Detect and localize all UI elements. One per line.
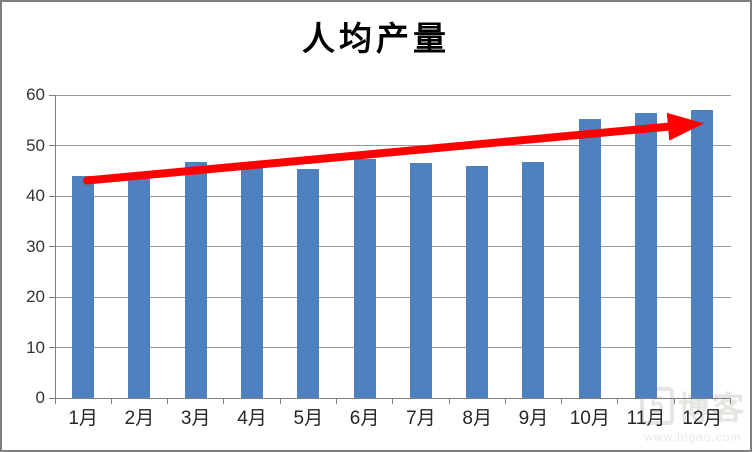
x-axis-tick bbox=[54, 398, 56, 404]
bar bbox=[184, 162, 207, 398]
y-axis-tick-label: 10 bbox=[26, 337, 45, 357]
y-axis-tick bbox=[49, 195, 55, 197]
x-axis-tick-label: 7月 bbox=[406, 408, 436, 429]
y-axis-tick-label: 40 bbox=[26, 186, 45, 205]
x-axis-tick-label: 9月 bbox=[518, 408, 549, 429]
y-axis-tick bbox=[49, 94, 55, 96]
y-axis-tick bbox=[49, 397, 55, 399]
x-axis-tick bbox=[335, 398, 337, 404]
y-axis-tick-label: 50 bbox=[26, 135, 45, 155]
x-axis-tick-label: 4月 bbox=[237, 408, 267, 429]
x-axis-tick-label: 12月 bbox=[682, 408, 723, 429]
gridline bbox=[55, 296, 731, 298]
gridline bbox=[55, 246, 731, 247]
bar bbox=[353, 159, 376, 398]
x-axis-tick-label: 11月 bbox=[626, 408, 666, 429]
x-axis-tick bbox=[223, 398, 225, 404]
watermark-url: www.bigao.com bbox=[644, 430, 742, 444]
x-axis-tick-label: 2月 bbox=[124, 408, 155, 429]
x-axis-tick bbox=[448, 398, 450, 404]
bar bbox=[522, 161, 545, 398]
x-axis-tick-label: 1月 bbox=[68, 408, 98, 429]
gridline bbox=[55, 145, 731, 146]
gridline bbox=[55, 347, 731, 348]
y-axis-tick-label: 0 bbox=[35, 388, 45, 407]
x-axis-tick-label: 5月 bbox=[293, 408, 324, 429]
x-axis-tick bbox=[167, 398, 169, 404]
gridline bbox=[55, 94, 731, 96]
x-axis-tick-label: 8月 bbox=[462, 408, 492, 429]
x-axis-tick-label: 3月 bbox=[180, 408, 211, 429]
bar bbox=[409, 162, 432, 398]
bar bbox=[72, 176, 95, 398]
bar bbox=[128, 173, 151, 398]
y-axis-tick-label: 20 bbox=[26, 287, 45, 306]
x-axis-tick-label: 6月 bbox=[349, 408, 380, 429]
bar bbox=[635, 112, 658, 398]
x-axis-tick bbox=[110, 398, 112, 404]
x-axis-tick bbox=[673, 398, 675, 404]
bar bbox=[578, 119, 601, 398]
y-axis-tick bbox=[49, 347, 55, 348]
chart-title: 人均产量 bbox=[302, 19, 450, 58]
y-axis-tick bbox=[49, 145, 55, 146]
y-axis-tick-label: 60 bbox=[26, 85, 45, 104]
y-axis-tick bbox=[49, 296, 55, 298]
y-axis-tick bbox=[49, 246, 55, 247]
x-axis-tick bbox=[561, 398, 563, 404]
x-axis-tick-label: 10月 bbox=[569, 408, 610, 429]
bar bbox=[241, 167, 264, 398]
bar bbox=[466, 166, 489, 398]
x-axis-tick bbox=[504, 398, 506, 404]
x-axis-tick bbox=[392, 398, 394, 404]
x-axis-tick bbox=[617, 398, 619, 404]
x-axis-tick bbox=[279, 398, 281, 404]
y-axis-tick-label: 30 bbox=[26, 236, 45, 256]
y-axis-line bbox=[54, 95, 56, 398]
bar bbox=[297, 168, 320, 398]
bar bbox=[691, 109, 714, 398]
gridline bbox=[55, 195, 731, 197]
x-axis-tick bbox=[730, 398, 731, 404]
